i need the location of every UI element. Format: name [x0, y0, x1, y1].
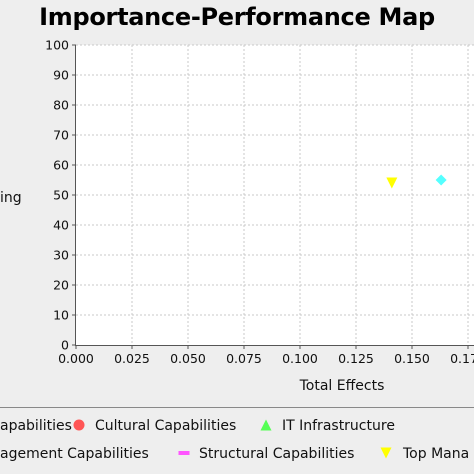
y-tick-label: 20: [53, 278, 69, 293]
grid-lines: [76, 44, 474, 345]
y-axis-label: ing: [0, 190, 22, 206]
y-tick-label: 100: [45, 38, 69, 53]
x-axis-label: Total Effects: [299, 378, 385, 394]
chart-title: Importance-Performance Map: [39, 3, 435, 31]
x-tick-label: 0.175: [450, 351, 474, 366]
x-tick-label: 0.000: [58, 351, 94, 366]
y-tick-label: 50: [53, 188, 69, 203]
legend-entry: agement Capabilities: [0, 446, 149, 462]
tick-labels: 0 10 20 30 40 50 60 70 80 90 100 0.000 0.025 0.050 0.0…: [45, 38, 474, 367]
legend-entry: Top Mana: [402, 446, 469, 462]
legend-entry: apabilities: [0, 418, 72, 434]
plot-background: [76, 45, 474, 345]
x-tick-label: 0.100: [282, 351, 318, 366]
x-tick-label: 0.150: [394, 351, 430, 366]
legend-marker: [73, 419, 85, 431]
x-tick-label: 0.050: [170, 351, 206, 366]
legend-marker: [178, 451, 190, 455]
y-tick-label: 80: [53, 98, 69, 113]
x-tick-label: 0.125: [338, 351, 374, 366]
y-tick-label: 10: [53, 308, 69, 323]
legend-marker: [380, 447, 392, 459]
x-tick-label: 0.075: [226, 351, 262, 366]
y-tick-label: 0: [61, 338, 69, 353]
data-points: [386, 174, 447, 189]
data-point: [435, 174, 447, 186]
y-tick-label: 90: [53, 68, 69, 83]
x-tick-label: 0.025: [114, 351, 150, 366]
legend-marker: [260, 419, 272, 431]
legend-entry: Structural Capabilities: [199, 446, 354, 462]
legend-entry: Cultural Capabilities: [95, 418, 236, 434]
legend: apabilities Cultural Capabilities IT Infra…: [0, 418, 469, 462]
y-tick-label: 40: [53, 218, 69, 233]
y-tick-label: 30: [53, 248, 69, 263]
y-tick-label: 60: [53, 158, 69, 173]
y-tick-label: 70: [53, 128, 69, 143]
data-point: [386, 177, 398, 189]
legend-entry: IT Infrastructure: [282, 418, 395, 434]
